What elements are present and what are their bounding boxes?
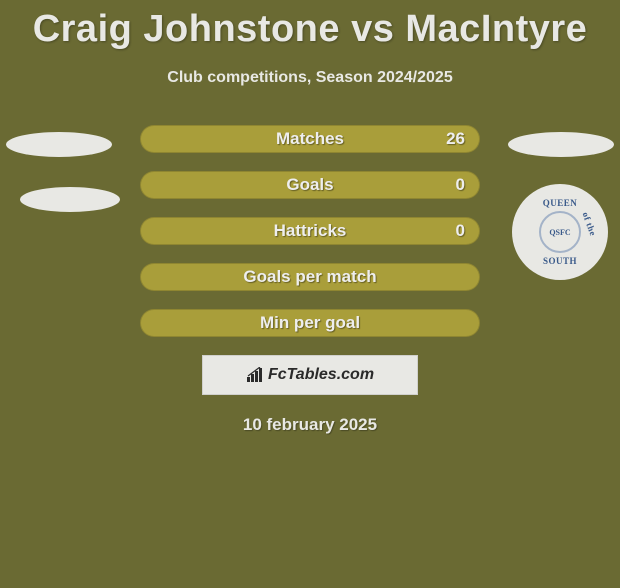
stat-label: Goals per match <box>243 267 376 287</box>
chart-icon <box>246 367 264 383</box>
right-ellipse-1 <box>508 132 614 157</box>
stat-label: Hattricks <box>274 221 347 241</box>
left-ellipse-1 <box>6 132 112 157</box>
left-ellipse-2 <box>20 187 120 212</box>
badge-text-right: of the <box>581 211 599 238</box>
stat-bar-hattricks: Hattricks 0 <box>140 217 480 245</box>
stat-label: Min per goal <box>260 313 360 333</box>
branding-label: FcTables.com <box>268 366 374 384</box>
badge-center: QSFC <box>539 211 581 253</box>
stat-value: 26 <box>446 129 465 149</box>
club-badge: QUEEN of the SOUTH QSFC <box>512 184 608 280</box>
stat-value: 0 <box>456 221 465 241</box>
stat-label: Matches <box>276 129 344 149</box>
stat-label: Goals <box>286 175 333 195</box>
branding-box[interactable]: FcTables.com <box>202 355 418 395</box>
stat-value: 0 <box>456 175 465 195</box>
stat-bar-goals-per-match: Goals per match <box>140 263 480 291</box>
stat-bar-matches: Matches 26 <box>140 125 480 153</box>
badge-text-top: QUEEN <box>543 198 578 208</box>
date-label: 10 february 2025 <box>0 415 620 435</box>
stat-bar-min-per-goal: Min per goal <box>140 309 480 337</box>
stat-bars: Matches 26 Goals 0 Hattricks 0 Goals per… <box>140 125 480 337</box>
subtitle: Club competitions, Season 2024/2025 <box>0 69 620 87</box>
stat-bar-goals: Goals 0 <box>140 171 480 199</box>
page-title: Craig Johnstone vs MacIntyre <box>0 8 620 51</box>
badge-text-bottom: SOUTH <box>543 256 577 266</box>
